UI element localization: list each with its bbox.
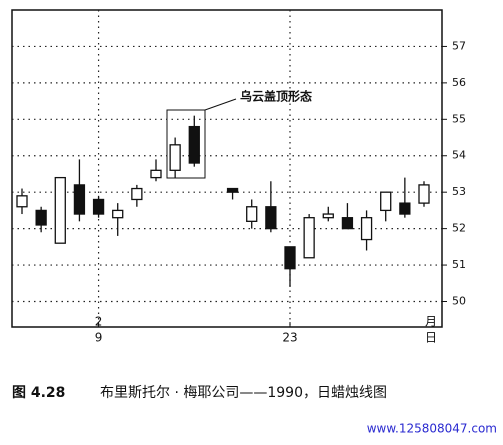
x-tick-label: 23 xyxy=(282,331,297,345)
plot-frame xyxy=(11,9,443,328)
annotation-box xyxy=(166,109,206,179)
caption-label: 图 4.28 xyxy=(12,385,65,401)
candle-body xyxy=(226,187,239,193)
candle-body xyxy=(169,144,181,171)
candle-body xyxy=(341,217,354,230)
candle-body xyxy=(399,202,411,215)
candle-body xyxy=(322,213,334,219)
y-tick-label: 55 xyxy=(452,112,466,125)
x-month-label: 2 xyxy=(95,315,103,329)
candle-body xyxy=(188,125,200,164)
candle-body xyxy=(131,187,143,201)
x-unit-day: 日 xyxy=(425,331,437,345)
y-tick-label: 51 xyxy=(452,258,466,271)
y-tick-label: 53 xyxy=(452,185,466,198)
y-tick-label: 50 xyxy=(452,294,466,307)
candle-body xyxy=(35,209,47,226)
watermark: www.125808047.com xyxy=(367,422,497,436)
y-tick-label: 54 xyxy=(452,149,466,162)
candle-body xyxy=(380,191,392,212)
candle-body xyxy=(246,206,258,222)
annotation-pointer xyxy=(204,98,237,111)
annotation: 乌云盖顶形态 xyxy=(240,89,312,104)
candle-body xyxy=(303,217,315,259)
candle-body xyxy=(265,206,277,230)
y-tick-label: 57 xyxy=(452,39,466,52)
candle-body xyxy=(54,176,66,244)
y-tick-label: 56 xyxy=(452,76,466,89)
candle-body xyxy=(284,246,296,270)
y-tick-label: 52 xyxy=(452,222,466,235)
x-unit-month: 月 xyxy=(425,315,437,329)
candle-body xyxy=(73,184,86,215)
candle-body xyxy=(112,209,124,219)
candle-body xyxy=(360,217,373,241)
candle-body xyxy=(16,195,28,208)
candle-body xyxy=(418,184,430,204)
candle-body xyxy=(92,198,105,215)
candle-body xyxy=(150,169,162,179)
caption: 布里斯托尔 · 梅耶公司——1990，日蜡烛线图 xyxy=(100,385,387,401)
x-tick-label: 9 xyxy=(95,331,103,345)
